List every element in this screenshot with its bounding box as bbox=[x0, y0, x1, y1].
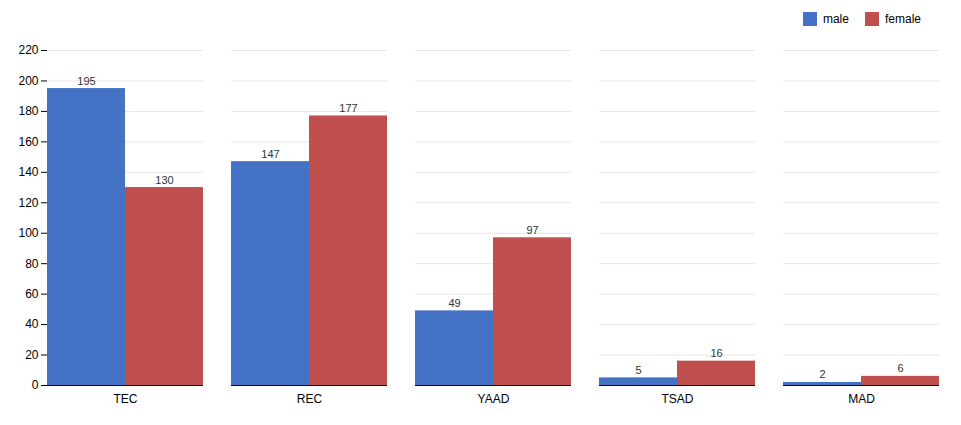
svg-text:100: 100 bbox=[18, 226, 38, 240]
svg-text:TEC: TEC bbox=[114, 392, 138, 406]
svg-text:40: 40 bbox=[25, 317, 39, 331]
svg-text:60: 60 bbox=[25, 287, 39, 301]
svg-text:REC: REC bbox=[297, 392, 323, 406]
svg-text:220: 220 bbox=[18, 43, 38, 57]
svg-text:80: 80 bbox=[25, 257, 39, 271]
html-text:female: female bbox=[885, 12, 921, 26]
svg-text:0: 0 bbox=[32, 378, 39, 392]
svg-text:180: 180 bbox=[18, 104, 38, 118]
svg-text:130: 130 bbox=[155, 174, 173, 186]
svg-text:MAD: MAD bbox=[848, 392, 875, 406]
svg-text:97: 97 bbox=[526, 224, 538, 236]
svg-text:195: 195 bbox=[77, 75, 95, 87]
svg-text:49: 49 bbox=[448, 297, 460, 309]
svg-text:177: 177 bbox=[339, 102, 357, 114]
svg-text:200: 200 bbox=[18, 74, 38, 88]
svg-text:16: 16 bbox=[710, 347, 722, 359]
svg-text:147: 147 bbox=[261, 148, 279, 160]
svg-text:5: 5 bbox=[635, 364, 641, 376]
html-text:male: male bbox=[823, 12, 849, 26]
svg-text:TSAD: TSAD bbox=[661, 392, 693, 406]
svg-text:20: 20 bbox=[25, 348, 39, 362]
svg-text:140: 140 bbox=[18, 165, 38, 179]
svg-text:6: 6 bbox=[897, 362, 903, 374]
svg-text:160: 160 bbox=[18, 135, 38, 149]
svg-text:2: 2 bbox=[819, 368, 825, 380]
svg-text:120: 120 bbox=[18, 196, 38, 210]
svg-text:YAAD: YAAD bbox=[478, 392, 510, 406]
